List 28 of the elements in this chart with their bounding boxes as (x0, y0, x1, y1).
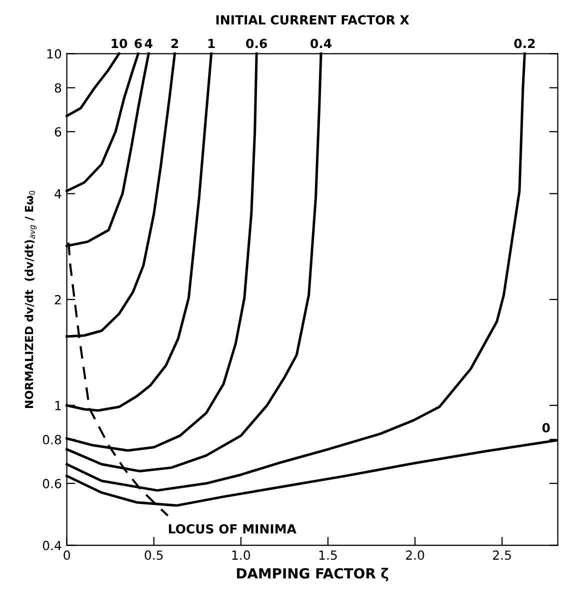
y-tick-label: 0.6 (42, 478, 62, 488)
x-tick-label: 2.0 (406, 550, 424, 560)
x-tick-label: 1.5 (319, 550, 337, 560)
y-tick-label: 0.8 (42, 434, 62, 444)
y-tick-label: 6 (54, 127, 62, 137)
y-tick-label: 0.4 (42, 540, 62, 550)
x-tick-label: 0 (64, 550, 70, 560)
x-axis-title: DAMPING FACTOR ζ (236, 568, 388, 582)
y-axis-title: NORMALIZED dv/dt (dv/dt)$_{avg}$ / Eω$_{0}$ (24, 190, 37, 408)
y-tick-label: 1 (55, 401, 61, 410)
series-label: 0.2 (514, 38, 535, 48)
y-tick-label: 8 (54, 83, 62, 93)
series-label: 4 (144, 38, 152, 48)
series-label: 10 (112, 38, 128, 48)
x2-axis-title: INITIAL CURRENT FACTOR X (216, 15, 410, 25)
series-label: 6 (134, 38, 142, 48)
annotation: LOCUS OF MINIMA (168, 524, 296, 534)
y-tick-label: 4 (54, 189, 62, 198)
x-tick-label: 0.5 (144, 550, 163, 560)
x-tick-label: 2.5 (493, 550, 511, 560)
series-label: 0 (542, 422, 550, 432)
x-tick-label: 1.0 (232, 550, 250, 560)
series-label: 0.4 (310, 38, 332, 48)
series-label: 1 (208, 38, 215, 48)
y-tick-label: 10 (47, 49, 62, 59)
series-label: 0.6 (246, 38, 267, 48)
series-label: 2 (171, 38, 178, 48)
y-tick-label: 2 (54, 294, 61, 304)
